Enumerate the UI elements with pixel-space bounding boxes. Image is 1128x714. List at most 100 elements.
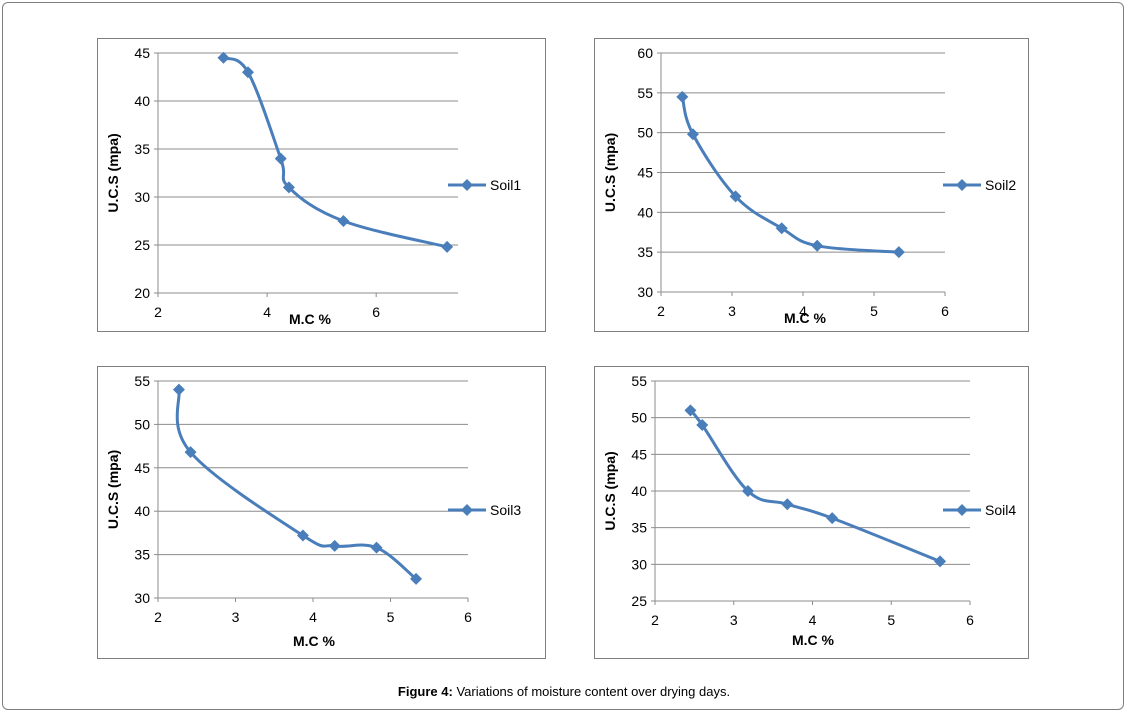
data-point xyxy=(217,51,230,64)
y-tick-label: 45 xyxy=(134,460,150,476)
y-tick-label: 35 xyxy=(637,244,653,260)
data-point xyxy=(892,246,905,259)
caption-text: Variations of moisture content over dryi… xyxy=(452,684,731,699)
data-point xyxy=(811,239,824,252)
y-tick-label: 55 xyxy=(631,373,647,389)
data-point xyxy=(696,419,709,431)
series-line xyxy=(680,96,899,254)
series-line xyxy=(689,409,941,563)
caption-label: Figure 4: xyxy=(397,684,453,699)
x-tick-label: 3 xyxy=(232,609,240,625)
data-point xyxy=(337,215,350,227)
data-point xyxy=(441,240,454,253)
legend-marker xyxy=(461,179,473,191)
y-tick-label: 30 xyxy=(134,189,150,205)
x-tick-label: 5 xyxy=(870,303,878,319)
legend-marker xyxy=(956,504,968,516)
y-tick-label: 20 xyxy=(134,285,150,301)
y-tick-label: 45 xyxy=(134,45,150,61)
data-point xyxy=(370,541,383,554)
x-tick-label: 2 xyxy=(154,609,162,625)
y-tick-label: 40 xyxy=(631,483,647,499)
y-tick-label: 25 xyxy=(134,237,150,253)
y-tick-label: 50 xyxy=(631,410,647,426)
data-point xyxy=(775,222,788,235)
x-tick-label: 2 xyxy=(657,303,665,319)
figure-caption: Figure 4: Variations of moisture content… xyxy=(0,684,1128,699)
x-axis-label: M.C % xyxy=(293,633,336,649)
x-tick-label: 2 xyxy=(651,612,659,628)
y-tick-label: 45 xyxy=(631,446,647,462)
chart-panel-soil4: 25 30 35 40 45 50 55 2 3 4 5 6 M.C % U.C.S (mpa) Soil4 xyxy=(594,366,1029,659)
y-tick-label: 30 xyxy=(134,590,150,606)
chart-panel-soil3: 30 35 40 45 50 55 2 3 4 5 6 M.C % U.C.S (mpa) Soil3 xyxy=(97,366,546,659)
x-tick-label: 4 xyxy=(799,303,807,319)
chart-panel-soil2: 30 35 40 45 50 55 60 2 3 4 5 6 M.C % U.C.S (mpa) Soil2 xyxy=(594,38,1029,332)
x-tick-label: 6 xyxy=(941,303,949,319)
x-axis-label: M.C % xyxy=(289,311,332,327)
x-tick-label: 6 xyxy=(464,609,472,625)
data-point xyxy=(274,152,287,165)
chart-panel-soil1: 20 25 30 35 40 45 2 4 6 M.C % U.C.S (mpa) Soil1 xyxy=(97,38,546,332)
y-axis-label: U.C.S (mpa) xyxy=(105,450,121,529)
y-tick-label: 35 xyxy=(631,520,647,536)
data-point xyxy=(934,555,947,568)
data-point xyxy=(684,404,697,417)
y-tick-label: 55 xyxy=(637,85,653,101)
data-point xyxy=(328,539,341,552)
y-tick-label: 30 xyxy=(631,556,647,572)
x-tick-label: 4 xyxy=(309,609,317,625)
x-tick-label: 2 xyxy=(154,304,162,320)
x-tick-label: 5 xyxy=(887,612,895,628)
x-tick-label: 6 xyxy=(966,612,974,628)
x-tick-label: 3 xyxy=(730,612,738,628)
y-tick-label: 35 xyxy=(134,547,150,563)
x-tick-label: 6 xyxy=(372,304,380,320)
x-axis-label: M.C % xyxy=(784,310,827,326)
y-tick-label: 35 xyxy=(134,141,150,157)
x-tick-label: 5 xyxy=(387,609,395,625)
legend-label: Soil3 xyxy=(490,502,521,518)
legend-marker xyxy=(956,179,968,191)
data-point xyxy=(781,498,794,511)
y-axis-label: U.C.S (mpa) xyxy=(602,133,618,212)
x-tick-label: 4 xyxy=(809,612,817,628)
y-tick-label: 45 xyxy=(637,165,653,181)
y-tick-label: 50 xyxy=(637,125,653,141)
y-axis-label: U.C.S (mpa) xyxy=(105,133,121,212)
data-point xyxy=(729,190,742,203)
x-axis-label: M.C % xyxy=(792,632,835,648)
data-point xyxy=(826,512,839,525)
data-point xyxy=(296,529,309,542)
x-tick-label: 4 xyxy=(263,304,271,320)
data-point xyxy=(676,90,689,103)
data-point xyxy=(282,181,295,194)
y-tick-label: 55 xyxy=(134,373,150,389)
legend-marker xyxy=(461,504,473,516)
data-point xyxy=(741,485,754,497)
series-line xyxy=(175,389,418,581)
y-tick-label: 40 xyxy=(134,93,150,109)
data-point xyxy=(242,66,254,79)
data-point xyxy=(410,572,423,585)
chart-soil1: 20 25 30 35 40 45 2 4 6 M.C % U.C.S (mpa) Soil1 xyxy=(105,45,521,327)
y-tick-label: 30 xyxy=(637,284,653,300)
y-tick-label: 25 xyxy=(631,593,647,609)
y-tick-label: 40 xyxy=(637,204,653,220)
series-line xyxy=(222,56,448,249)
legend-label: Soil2 xyxy=(985,177,1016,193)
data-point xyxy=(172,383,185,396)
data-point xyxy=(184,446,197,459)
y-tick-label: 40 xyxy=(134,503,150,519)
y-axis-label: U.C.S (mpa) xyxy=(602,451,618,530)
legend-label: Soil4 xyxy=(985,502,1016,518)
x-tick-label: 3 xyxy=(728,303,736,319)
data-point xyxy=(686,128,699,141)
y-tick-label: 50 xyxy=(134,416,150,432)
y-tick-label: 60 xyxy=(637,45,653,61)
legend-label: Soil1 xyxy=(490,177,521,193)
